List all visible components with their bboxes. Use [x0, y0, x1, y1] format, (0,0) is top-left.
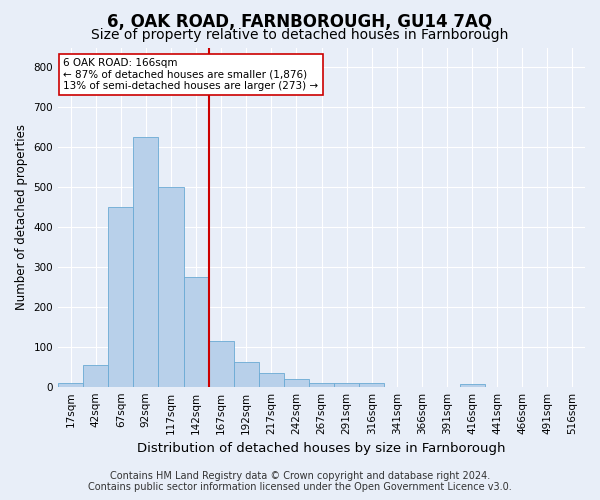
Bar [309, 382, 334, 386]
Bar [158, 187, 184, 386]
Bar [460, 384, 485, 386]
Bar [108, 207, 133, 386]
Bar [233, 362, 259, 386]
X-axis label: Distribution of detached houses by size in Farnborough: Distribution of detached houses by size … [137, 442, 506, 455]
Text: 6, OAK ROAD, FARNBOROUGH, GU14 7AQ: 6, OAK ROAD, FARNBOROUGH, GU14 7AQ [107, 12, 493, 30]
Bar [259, 372, 284, 386]
Text: Size of property relative to detached houses in Farnborough: Size of property relative to detached ho… [91, 28, 509, 42]
Bar [284, 380, 309, 386]
Bar [359, 384, 384, 386]
Bar [184, 277, 209, 386]
Text: 6 OAK ROAD: 166sqm
← 87% of detached houses are smaller (1,876)
13% of semi-deta: 6 OAK ROAD: 166sqm ← 87% of detached hou… [64, 58, 319, 91]
Text: Contains HM Land Registry data © Crown copyright and database right 2024.
Contai: Contains HM Land Registry data © Crown c… [88, 471, 512, 492]
Y-axis label: Number of detached properties: Number of detached properties [15, 124, 28, 310]
Bar [209, 341, 233, 386]
Bar [133, 138, 158, 386]
Bar [334, 384, 359, 386]
Bar [58, 382, 83, 386]
Bar [83, 364, 108, 386]
